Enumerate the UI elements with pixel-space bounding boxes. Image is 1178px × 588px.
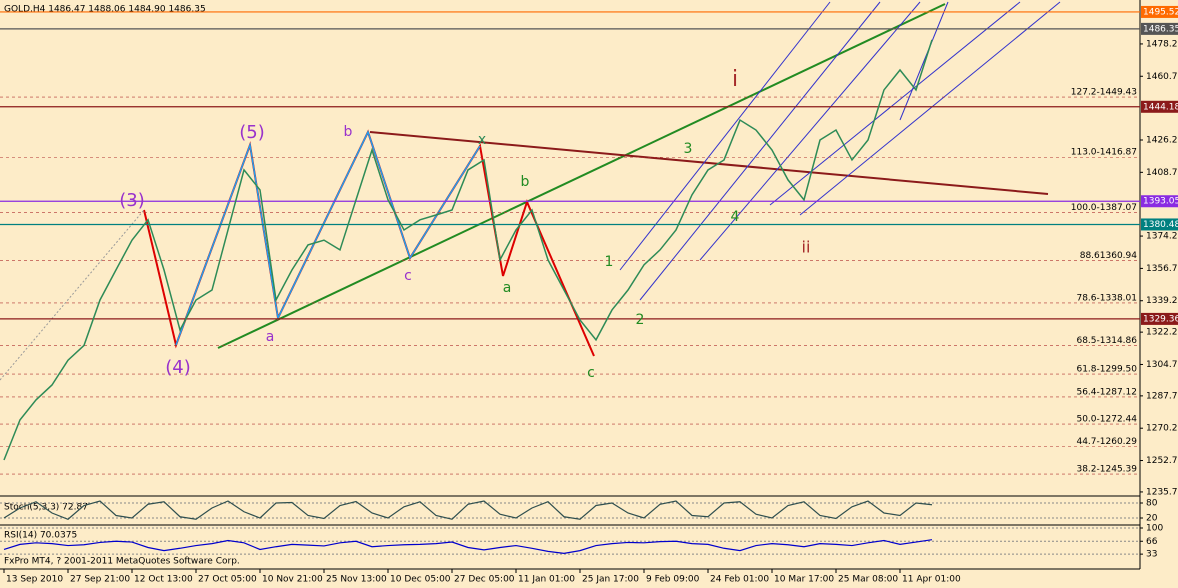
fib-label: 100.0-1387.07: [1071, 203, 1137, 213]
fib-label: 44.7-1260.29: [1076, 437, 1137, 447]
fib-label: 68.5-1314.86: [1076, 336, 1137, 346]
fib-label: 56.4-1287.12: [1076, 387, 1137, 397]
wave-label: (3): [119, 190, 145, 211]
trend-line: [217, 3, 946, 349]
fib-label: 78.6-1338.01: [1076, 293, 1137, 303]
y-tick-label: 1235.70: [1146, 487, 1178, 497]
y-tick-label: 80: [1146, 499, 1158, 509]
price-tag: [1141, 218, 1178, 231]
wave-label: c: [404, 268, 412, 284]
fib-label: 38.2-1245.39: [1076, 465, 1137, 475]
x-tick-label: 27 Oct 05:00: [198, 575, 257, 585]
chart-title: GOLD,H4 1486.47 1488.06 1484.90 1486.35: [4, 5, 206, 15]
x-tick-label: 10 Dec 05:00: [390, 575, 451, 585]
y-tick-label: 1426.2: [1146, 136, 1178, 146]
wave-label: b: [521, 174, 530, 190]
x-tick-label: 25 Nov 13:00: [326, 575, 387, 585]
x-tick-label: 24 Feb 01:00: [710, 575, 769, 585]
x-tick-label: 11 Jan 01:00: [518, 575, 575, 585]
x-tick-label: 11 Apr 01:00: [902, 575, 961, 585]
y-tick-label: 1322.20: [1146, 328, 1178, 338]
fib-label: 61.8-1299.50: [1076, 365, 1137, 375]
price-line: [3, 500, 933, 520]
price-tag: [1141, 100, 1178, 113]
fib-label: 127.2-1449.43: [1071, 88, 1137, 98]
price-tag-label: 1393.05: [1143, 197, 1178, 207]
price-tag: [1141, 5, 1178, 18]
panel-title: RSI(14) 70.0375: [4, 531, 77, 541]
channel-line: [619, 1, 831, 271]
y-tick-label: 33: [1146, 550, 1157, 560]
price-tag-label: 1329.36: [1143, 314, 1178, 324]
fib-label: 113.0-1416.87: [1071, 148, 1137, 158]
y-tick-label: 20: [1146, 514, 1158, 524]
x-tick-label: 25 Jan 17:00: [582, 575, 639, 585]
wave-label: a: [503, 280, 512, 296]
y-tick-label: 1339.2: [1146, 296, 1178, 306]
y-tick-label: 1408.7: [1146, 168, 1178, 178]
price-line: [3, 39, 933, 461]
x-tick-label: 25 Mar 08:00: [838, 575, 898, 585]
y-tick-label: 1374.2: [1146, 232, 1178, 242]
wave-label: (5): [239, 122, 265, 143]
wave-label: b: [344, 124, 353, 140]
copyright: FxPro MT4, ? 2001-2011 MetaQuotes Softwa…: [4, 557, 240, 567]
trend-line: [369, 131, 1049, 195]
y-tick-label: 1252.70: [1146, 456, 1178, 466]
x-tick-label: 9 Feb 09:00: [646, 575, 700, 585]
price-tag-label: 1444.18: [1143, 102, 1178, 112]
wave-label: 2: [636, 312, 645, 328]
wave-label: 1: [605, 254, 614, 270]
guide-line: [0, 209, 145, 381]
wave-label: 4: [731, 209, 740, 225]
y-tick-label: 1356.7: [1146, 264, 1178, 274]
y-tick-label: 1270.20: [1146, 424, 1178, 434]
panel-title: Stoch(5,3,3) 72.87: [4, 503, 88, 513]
wave-label: x: [478, 132, 486, 148]
wave-label: ii: [802, 238, 811, 257]
price-tag-label: 1495.52: [1143, 7, 1178, 17]
wave-label: 3: [684, 141, 693, 157]
x-tick-label: 10 Mar 17:00: [774, 575, 834, 585]
x-tick-label: 12 Oct 13:00: [134, 575, 193, 585]
y-tick-label: 1460.7: [1146, 72, 1178, 82]
y-tick-label: 1304.70: [1146, 360, 1178, 370]
wave-label: c: [587, 365, 595, 381]
channel-line: [699, 1, 921, 261]
wave-label: (4): [165, 357, 191, 378]
x-tick-label: 10 Nov 21:00: [262, 575, 323, 585]
wave-label: a: [266, 329, 275, 345]
wave-label: i: [732, 67, 738, 92]
x-tick-label: 27 Dec 05:00: [454, 575, 515, 585]
y-tick-label: 1287.70: [1146, 391, 1178, 401]
price-tag-label: 1380.48: [1143, 220, 1178, 230]
y-tick-label: 66: [1146, 537, 1158, 547]
y-tick-label: 100: [1146, 524, 1163, 534]
price-tag: [1141, 22, 1178, 35]
y-tick-label: 1478.2: [1146, 39, 1178, 49]
price-tag: [1141, 312, 1178, 325]
price-line: [3, 539, 933, 554]
channel-line: [639, 1, 881, 301]
x-tick-label: 27 Sep 21:00: [70, 575, 130, 585]
fib-label: 50.0-1272.44: [1076, 415, 1137, 425]
fib-label: 88.61360.94: [1080, 251, 1138, 261]
price-tag: [1141, 195, 1178, 208]
channel-line: [799, 1, 1061, 216]
price-tag-label: 1486.35: [1143, 24, 1178, 34]
channel-line: [899, 1, 949, 121]
x-tick-label: 13 Sep 2010: [6, 575, 63, 585]
